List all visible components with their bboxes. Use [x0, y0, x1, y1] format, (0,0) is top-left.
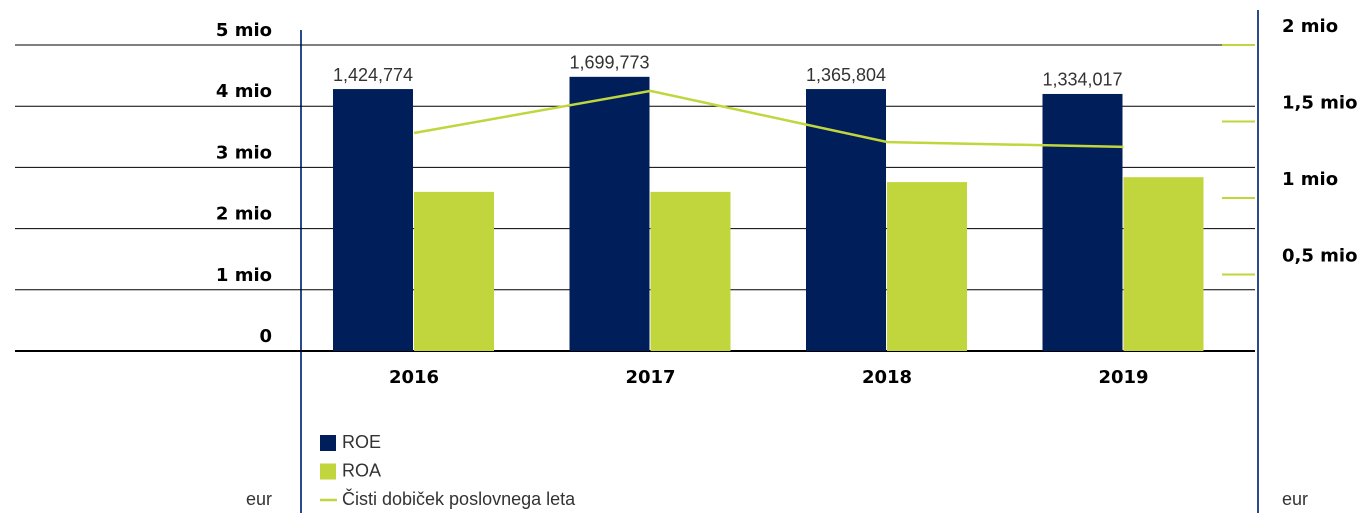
bar — [569, 76, 650, 351]
y-tick-label: 1 mio — [216, 265, 272, 286]
bar — [414, 191, 494, 351]
x-tick-label: 2017 — [625, 367, 675, 388]
data-label: 1,424,774 — [333, 65, 413, 85]
y-tick-label: 3 mio — [216, 142, 272, 163]
legend-swatch — [320, 463, 336, 480]
legend-label: ROE — [342, 432, 381, 452]
y-axis-label: eur — [246, 489, 272, 509]
y2-tick-label: 2 mio — [1282, 16, 1338, 37]
bar — [1042, 93, 1123, 352]
x-tick-label: 2016 — [389, 367, 439, 388]
y2-tick-label: 0,5 mio — [1282, 246, 1357, 267]
y2-axis-label: eur — [1282, 489, 1308, 509]
bar — [887, 182, 967, 351]
bar — [650, 191, 731, 351]
data-label: 1,365,804 — [806, 65, 886, 85]
y2-tick-label: 1 mio — [1282, 169, 1338, 190]
bar — [1123, 177, 1204, 351]
x-tick-label: 2019 — [1098, 367, 1148, 388]
bar — [333, 89, 413, 352]
legend-label: Čisti dobiček poslovnega leta — [342, 488, 576, 509]
y-tick-label: 2 mio — [216, 204, 272, 225]
y-tick-label: 4 mio — [216, 81, 272, 102]
y-tick-label: 0 — [259, 326, 272, 347]
x-tick-label: 2018 — [862, 367, 912, 388]
legend-swatch — [320, 435, 336, 451]
data-label: 1,699,773 — [569, 53, 649, 73]
y2-tick-label: 1,5 mio — [1282, 93, 1357, 114]
y-tick-label: 5 mio — [216, 20, 272, 41]
data-label: 1,334,017 — [1042, 70, 1122, 90]
legend-label: ROA — [342, 460, 381, 480]
line — [413, 89, 1124, 149]
